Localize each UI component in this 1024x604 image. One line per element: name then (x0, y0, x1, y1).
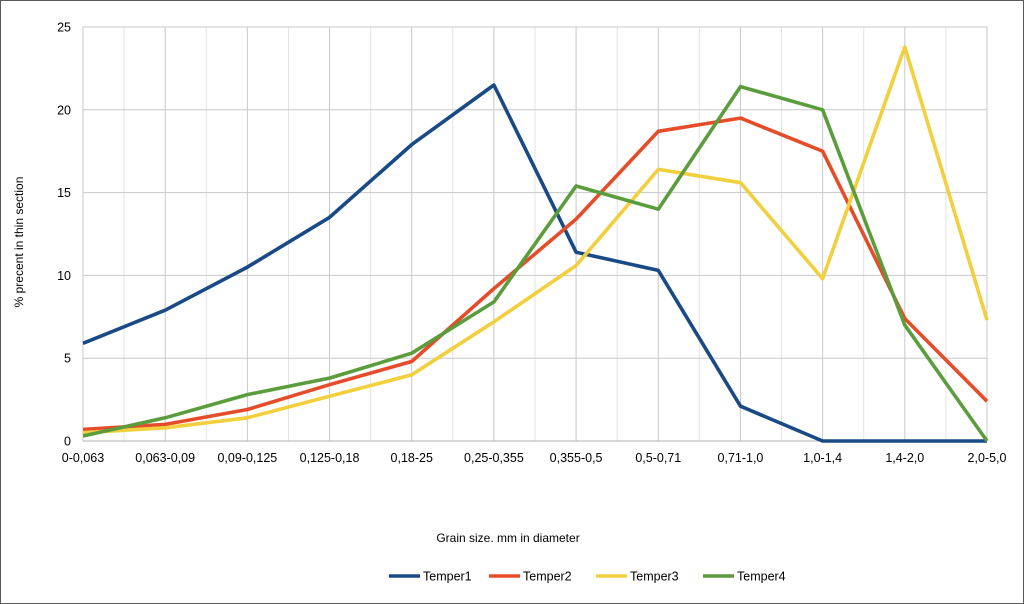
x-tick-label: 0-0,063 (62, 451, 104, 465)
x-tick-label: 1,4-2,0 (885, 451, 924, 465)
legend-label-temper2: Temper2 (523, 570, 572, 584)
x-tick-label: 1,0-1,4 (803, 451, 842, 465)
grid (82, 26, 988, 442)
y-tick-label: 15 (57, 186, 71, 200)
x-tick-label: 0,71-1,0 (718, 451, 764, 465)
x-tick-label: 2,0-5,0 (968, 451, 1007, 465)
y-tick-label: 20 (57, 103, 71, 117)
legend-label-temper4: Temper4 (737, 570, 786, 584)
legend-label-temper3: Temper3 (630, 570, 679, 584)
series-line-temper3 (82, 45, 989, 435)
legend-label-temper1: Temper1 (423, 570, 472, 584)
series-line-temper4 (82, 84, 989, 443)
y-tick-label: 25 (57, 21, 71, 35)
x-tick-label: 0,25-0,355 (464, 451, 524, 465)
series-line-temper2 (82, 116, 989, 432)
x-tick-label: 0,355-0,5 (550, 451, 603, 465)
y-tick-label: 0 (64, 435, 71, 449)
x-tick-label: 0,063-0,09 (135, 451, 195, 465)
x-tick-label: 0,125-0,18 (300, 451, 360, 465)
legend: Temper1 Temper2 Temper3 Temper4 (389, 570, 786, 584)
x-axis-title: Grain size. mm in diameter (436, 531, 579, 545)
y-tick-label: 10 (57, 269, 71, 283)
x-tick-label: 0,18-25 (391, 451, 433, 465)
y-tick-label: 5 (64, 352, 71, 366)
y-axis-title: % precent in thin section (12, 177, 26, 308)
x-tick-label: 0,5-0,71 (635, 451, 681, 465)
series-line-temper1 (82, 83, 987, 443)
x-tick-label: 0,09-0,125 (217, 451, 277, 465)
